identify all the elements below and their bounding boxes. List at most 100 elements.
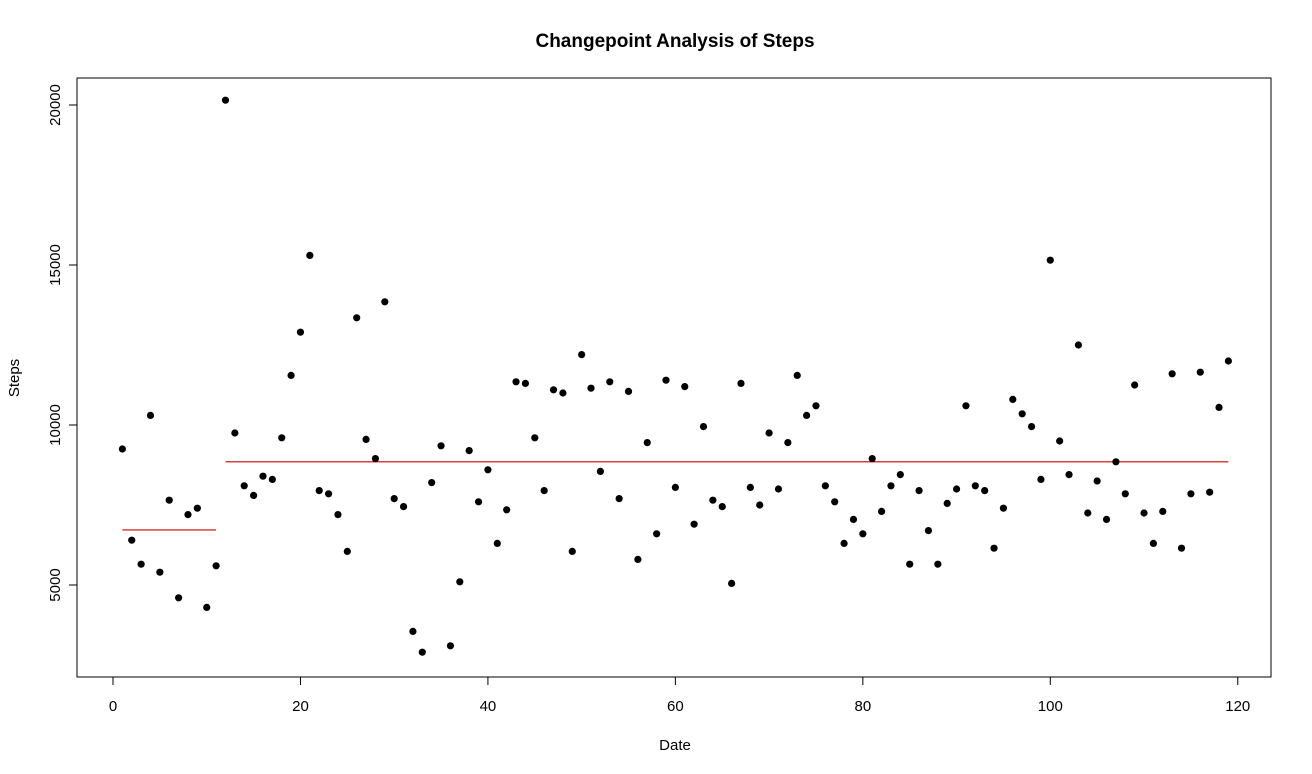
data-point bbox=[803, 411, 811, 419]
data-point bbox=[1121, 490, 1129, 498]
data-point bbox=[465, 447, 473, 455]
data-point bbox=[699, 423, 708, 431]
data-point bbox=[615, 495, 623, 503]
data-point bbox=[718, 503, 726, 511]
data-point bbox=[446, 642, 455, 650]
data-point bbox=[1215, 403, 1223, 411]
x-tick-label: 0 bbox=[109, 698, 117, 715]
data-point bbox=[493, 539, 501, 548]
data-point bbox=[971, 482, 979, 490]
data-point bbox=[1009, 395, 1017, 403]
data-point bbox=[643, 439, 651, 447]
x-tick-label: 60 bbox=[667, 698, 684, 715]
data-point bbox=[334, 510, 342, 519]
data-point bbox=[849, 515, 858, 524]
data-point bbox=[587, 384, 595, 392]
data-point bbox=[1027, 423, 1036, 431]
data-point bbox=[596, 467, 604, 475]
data-point bbox=[184, 510, 192, 519]
data-point bbox=[840, 539, 848, 548]
chart-title: Changepoint Analysis of Steps bbox=[535, 31, 814, 52]
y-tick-label: 10000 bbox=[47, 404, 64, 446]
data-point bbox=[484, 466, 492, 474]
data-point bbox=[606, 378, 614, 386]
data-point bbox=[146, 411, 155, 419]
data-point bbox=[821, 482, 829, 490]
data-points bbox=[118, 96, 1232, 656]
data-point bbox=[1112, 458, 1120, 466]
y-tick-label: 5000 bbox=[47, 568, 64, 601]
data-point bbox=[278, 434, 286, 442]
data-point bbox=[1102, 515, 1111, 524]
data-point bbox=[165, 496, 173, 504]
data-point bbox=[287, 371, 295, 379]
data-point bbox=[1149, 539, 1158, 548]
data-point bbox=[249, 491, 258, 499]
data-point bbox=[137, 560, 145, 568]
data-point bbox=[549, 386, 558, 394]
data-point bbox=[578, 351, 586, 359]
x-tick-label: 40 bbox=[480, 698, 497, 715]
data-point bbox=[1056, 437, 1064, 445]
data-point bbox=[765, 429, 773, 437]
data-point bbox=[746, 483, 754, 491]
data-point bbox=[1037, 475, 1045, 483]
data-point bbox=[156, 568, 164, 576]
data-point bbox=[1131, 381, 1139, 389]
plot-frame bbox=[76, 77, 1272, 678]
data-point bbox=[559, 389, 567, 397]
data-point bbox=[812, 402, 820, 410]
data-point bbox=[962, 402, 970, 410]
data-point bbox=[1159, 507, 1167, 515]
data-point bbox=[531, 434, 539, 442]
x-axis: 0 20 40 60 80 100 120 bbox=[109, 676, 1250, 715]
y-axis-label: Steps bbox=[6, 359, 23, 397]
data-point bbox=[315, 487, 323, 495]
data-point bbox=[240, 482, 248, 490]
x-axis-label: Date bbox=[659, 737, 691, 754]
data-point bbox=[540, 487, 548, 495]
y-axis: 5000 10000 15000 20000 bbox=[47, 84, 78, 602]
data-point bbox=[728, 579, 736, 588]
data-point bbox=[512, 378, 520, 386]
data-point bbox=[774, 485, 783, 493]
data-point bbox=[634, 555, 642, 564]
data-point bbox=[1187, 490, 1195, 498]
data-point bbox=[503, 506, 511, 514]
data-point bbox=[906, 560, 914, 568]
data-point bbox=[943, 499, 951, 507]
data-point bbox=[456, 578, 464, 586]
data-point bbox=[362, 435, 370, 443]
data-point bbox=[1046, 256, 1054, 264]
data-point bbox=[306, 251, 314, 259]
data-point bbox=[568, 547, 576, 556]
data-point bbox=[662, 376, 670, 384]
data-point bbox=[193, 504, 201, 512]
data-point bbox=[990, 544, 998, 552]
data-point bbox=[128, 536, 136, 544]
data-point bbox=[399, 503, 408, 511]
data-point bbox=[868, 455, 876, 463]
data-point bbox=[428, 479, 436, 487]
data-point bbox=[896, 471, 904, 479]
x-tick-label: 100 bbox=[1038, 698, 1063, 715]
data-point bbox=[653, 530, 661, 538]
data-point bbox=[118, 445, 126, 453]
data-point bbox=[681, 383, 689, 391]
data-point bbox=[1177, 544, 1186, 552]
data-point bbox=[231, 429, 239, 437]
data-point bbox=[1018, 410, 1026, 418]
data-point bbox=[521, 379, 530, 387]
data-point bbox=[1065, 471, 1073, 479]
data-point bbox=[268, 475, 276, 483]
data-point bbox=[793, 371, 801, 379]
data-point bbox=[952, 485, 961, 493]
data-point bbox=[353, 314, 361, 322]
data-point bbox=[381, 298, 389, 306]
data-point bbox=[390, 495, 398, 503]
data-point bbox=[1224, 357, 1232, 365]
data-point bbox=[981, 487, 989, 495]
data-point bbox=[437, 442, 445, 450]
data-point bbox=[784, 439, 792, 447]
